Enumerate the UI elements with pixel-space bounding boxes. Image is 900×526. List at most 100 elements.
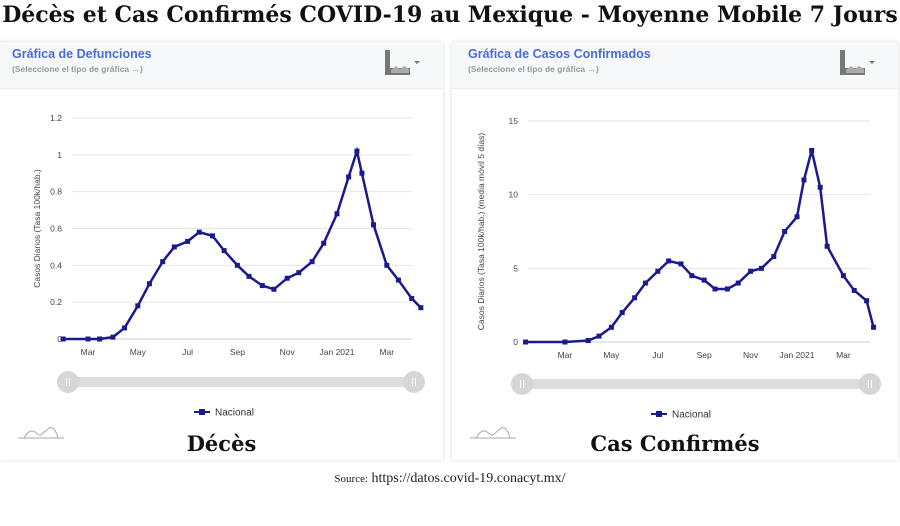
data-point	[146, 281, 152, 287]
legend-label[interactable]: Nacional	[215, 408, 254, 419]
data-point	[608, 324, 614, 330]
data-point	[359, 170, 365, 176]
data-point	[271, 286, 277, 292]
data-point	[824, 243, 830, 249]
data-point	[758, 265, 764, 271]
x-tick-label: Mar	[558, 350, 573, 360]
data-point	[284, 275, 290, 281]
data-point	[619, 310, 625, 316]
cases-chart-card: Gráfica de Casos Confirmados (Seleccione…	[452, 42, 898, 460]
data-point	[418, 305, 424, 311]
data-point	[122, 325, 128, 331]
chart-header-subtitle: (Seleccione el tipo de gráfica →)	[12, 64, 143, 74]
x-tick-label: Mar	[81, 347, 96, 357]
data-point	[840, 273, 846, 279]
range-slider-track	[522, 379, 870, 389]
data-point	[196, 229, 202, 235]
chart-type-selector-icon[interactable]	[383, 48, 421, 78]
data-point	[371, 222, 377, 228]
data-point	[817, 184, 823, 190]
range-slider-handle[interactable]	[403, 371, 425, 393]
deaths-chart: 0 0.2 0.4 0.6 0.8 1 1.2 Mar May Jul Sep Nov Jan 2021…	[32, 113, 425, 419]
logo-icon	[18, 427, 64, 439]
x-tick-label: Mar	[379, 347, 394, 357]
y-tick-label: 10	[509, 190, 519, 200]
range-slider-handle[interactable]	[511, 373, 533, 395]
data-point	[246, 273, 252, 279]
x-tick-label: Nov	[280, 347, 296, 357]
data-point	[851, 287, 857, 293]
data-point	[794, 214, 800, 220]
chart-type-selector-icon[interactable]	[838, 48, 876, 78]
data-point	[171, 244, 177, 250]
y-tick-label: 0.4	[50, 260, 62, 270]
data-point	[809, 147, 815, 153]
data-point	[60, 336, 66, 342]
y-tick-label: 0.8	[50, 187, 62, 197]
x-tick-label: Jan 2021	[780, 350, 815, 360]
data-point	[712, 286, 718, 292]
legend-marker-icon	[656, 411, 662, 417]
y-tick-label: 5	[513, 263, 518, 273]
data-point	[135, 303, 141, 309]
series-line-nacional	[63, 146, 422, 341]
range-slider-handle[interactable]	[859, 373, 881, 395]
source-link[interactable]: https://datos.covid-19.conacyt.mx/	[371, 471, 566, 486]
data-point	[689, 273, 695, 279]
x-tick-label: Mar	[836, 350, 851, 360]
legend-label[interactable]: Nacional	[672, 410, 711, 421]
y-tick-label: 0.2	[50, 297, 62, 307]
source-line: Source: https://datos.covid-19.conacyt.m…	[0, 471, 900, 487]
x-tick-label: Sep	[230, 347, 245, 357]
series-line-nacional	[525, 150, 875, 344]
data-point	[771, 254, 777, 260]
x-tick-label: May	[603, 350, 620, 360]
legend-marker-icon	[199, 409, 205, 415]
chart-header: Gráfica de Defunciones (Seleccione el ti…	[0, 42, 443, 89]
y-axis-label: Casos Diarios (Tasa 100k/hab.)	[32, 169, 42, 288]
data-point	[309, 259, 315, 265]
data-point	[562, 339, 568, 345]
chart-header-title: Gráfica de Casos Confirmados	[468, 47, 651, 61]
y-axis-label: Casos Diarios (Tasa 100k/hab.) (media mó…	[476, 133, 486, 331]
data-point	[632, 295, 638, 301]
data-point	[346, 174, 352, 180]
y-tick-label: 0	[513, 337, 518, 347]
chart-header-title: Gráfica de Defunciones	[12, 47, 152, 61]
source-label: Source:	[334, 473, 369, 485]
page-title: Décès et Cas Confirmés COVID-19 au Mexiq…	[2, 2, 898, 28]
x-tick-label: Jan 2021	[320, 347, 355, 357]
data-point	[259, 283, 265, 289]
data-point	[748, 268, 754, 274]
data-point	[97, 336, 103, 342]
data-point	[234, 262, 240, 268]
data-point	[724, 286, 730, 292]
range-slider-track	[68, 377, 414, 387]
chart-header: Gráfica de Casos Confirmados (Seleccione…	[452, 42, 898, 89]
data-point	[334, 211, 340, 217]
data-point	[666, 258, 672, 264]
range-slider-handle[interactable]	[57, 371, 79, 393]
data-point	[185, 238, 191, 244]
data-point	[642, 280, 648, 286]
data-point	[701, 277, 707, 283]
data-point	[782, 229, 788, 234]
x-tick-label: Jul	[182, 347, 193, 357]
data-point	[321, 240, 327, 246]
x-tick-label: May	[130, 347, 147, 357]
chart-caption: Cas Confirmés	[590, 431, 760, 456]
data-point	[864, 298, 870, 304]
data-point	[395, 277, 401, 283]
y-tick-label: 1	[57, 150, 62, 160]
data-point	[596, 333, 602, 339]
data-point	[585, 338, 591, 344]
cases-chart: 0 5 10 15 Mar May Jul Sep Nov Jan 2021 Mar Casos Di…	[476, 116, 881, 421]
logo-icon	[470, 427, 516, 439]
data-point	[384, 262, 390, 268]
chart-header-subtitle: (Seleccione el tipo de gráfica →)	[468, 64, 599, 74]
x-tick-label: Jul	[652, 350, 663, 360]
data-point	[735, 280, 741, 286]
deaths-chart-card: Gráfica de Defunciones (Seleccione el ti…	[0, 42, 443, 460]
data-point	[85, 336, 91, 342]
data-point	[801, 177, 807, 183]
